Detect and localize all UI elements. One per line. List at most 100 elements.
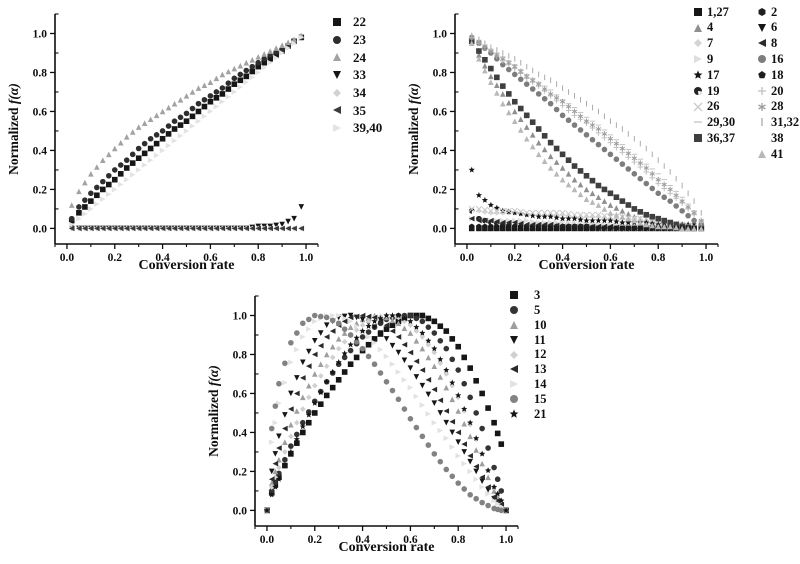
y-tick-label: 0.0	[33, 223, 48, 235]
legend-item-7: 7	[691, 36, 735, 52]
legend-label: 28	[771, 99, 784, 114]
legend-marker-square-icon	[510, 291, 518, 300]
x-tick-label: 1.0	[699, 252, 714, 264]
legend-label: 14	[534, 376, 547, 391]
legend-label: 26	[707, 99, 720, 114]
x-tick-label: 0.4	[555, 252, 570, 264]
legend-item-10: 10	[507, 318, 547, 333]
legend-item-34: 34	[330, 84, 382, 102]
legend-marker-circle-icon	[510, 306, 518, 315]
x-tick-label: 0.8	[651, 252, 666, 264]
y-tick-label: 1.0	[33, 28, 48, 40]
legend-label: 23	[353, 32, 366, 48]
legend-item-3: 3	[507, 288, 547, 303]
legend-item-38: 38	[755, 130, 799, 146]
legend-item-20: 20	[755, 83, 799, 99]
y-tick-label: 1.0	[433, 28, 448, 40]
legend-marker-asterisk-icon	[758, 102, 766, 111]
x-tick-label: 1.0	[499, 534, 514, 546]
legend-marker-square-icon	[694, 134, 702, 143]
y-tick-label: 1.0	[233, 310, 248, 322]
legend-label: 33	[353, 67, 366, 83]
y-tick-label: 0.2	[233, 466, 248, 478]
series-39,40	[68, 34, 305, 228]
legend-item-18: 18	[755, 67, 799, 83]
legend-item-8: 8	[755, 36, 799, 52]
legend-marker-triangle-up-icon	[510, 320, 518, 329]
x-axis-title: Conversion rate	[538, 258, 635, 273]
y-tick-label: 0.8	[33, 67, 48, 79]
legend-label: 19	[707, 83, 720, 98]
legend-item-41: 41	[755, 146, 799, 162]
legend-marker-triangle-left-icon	[510, 365, 518, 374]
legend-label: 11	[534, 332, 546, 347]
x-axis-title: Conversion rate	[338, 540, 435, 555]
legend-item-28: 28	[755, 99, 799, 115]
x-tick-label: 0.0	[60, 252, 75, 264]
series-11	[264, 312, 509, 514]
legend-marker-triangle-up-icon	[694, 23, 702, 32]
legend-label: 21	[534, 406, 547, 421]
series-10	[264, 312, 509, 514]
series-17	[468, 166, 705, 230]
legend-label: 1,27	[707, 4, 729, 19]
legend-marker-plus-icon	[758, 86, 766, 95]
series-41	[468, 40, 705, 232]
x-tick-label: 0.2	[108, 252, 123, 264]
series-15	[264, 312, 509, 514]
legend-label: 12	[534, 347, 547, 362]
x-tick-label: 1.0	[299, 252, 314, 264]
legend-item-9: 9	[691, 51, 735, 67]
legend-marker-hbar-icon	[694, 121, 702, 124]
legend-label: 29,30	[707, 115, 736, 130]
legend-label: 4	[707, 20, 714, 35]
legend-marker-triangle-up-icon	[333, 53, 341, 62]
legend-label: 39,40	[353, 120, 383, 136]
legend-marker-hexagon-icon	[758, 7, 766, 16]
legend-label: 38	[771, 131, 784, 146]
legend-label: 5	[534, 302, 541, 317]
x-tick-label: 0.2	[308, 534, 323, 546]
chart-top-left: Conversion rate Normalized f(α) 0.0 0.0 0.…	[0, 0, 400, 282]
legend-label: 22	[353, 14, 366, 30]
legend-item-15: 15	[507, 392, 547, 407]
plot-canvas: 0.0 0.0 0.2 0.2 0.4 0.4 0.6 0.6 0.8 0.8 1.0 1.0	[433, 13, 719, 264]
legend-column: 3 5 10 11 12 13 14 15 21	[507, 288, 547, 421]
legend-label: 2	[771, 4, 778, 19]
series-14	[264, 312, 509, 514]
series-24	[68, 32, 305, 208]
legend-label: 7	[707, 36, 714, 51]
legend-item-2: 2	[755, 4, 799, 20]
x-tick-label: 0.0	[260, 534, 275, 546]
chart-top-right: Conversion rate Normalized f(α) 0.0 0.0 0.…	[400, 0, 800, 282]
y-tick-label: 0.6	[433, 106, 448, 118]
legend-item-22: 22	[330, 13, 382, 31]
legend-marker-square-icon	[333, 17, 341, 26]
legend-item-17: 17	[691, 67, 735, 83]
y-tick-label: 0.2	[433, 184, 448, 196]
plot-canvas: 0.0 0.0 0.2 0.2 0.4 0.4 0.6 0.6 0.8 0.8 1.0 1.0	[233, 295, 519, 546]
legend-label: 41	[771, 146, 784, 161]
legend-label: 24	[353, 49, 366, 65]
legend-item-13: 13	[507, 362, 547, 377]
legend-label: 16	[771, 52, 784, 67]
legend-column: 1,27 4 7 9 17 19 26 29,30 36,37	[691, 4, 735, 146]
legend-label: 15	[534, 391, 547, 406]
x-tick-label: 0.4	[155, 252, 170, 264]
legend-label: 9	[707, 52, 714, 67]
legend-label: 35	[353, 102, 366, 118]
y-tick-label: 0.6	[33, 106, 48, 118]
series-13	[264, 312, 509, 514]
y-tick-label: 0.0	[433, 223, 448, 235]
legend-marker-cross-icon	[693, 102, 703, 112]
legend-marker-circle-icon	[510, 394, 518, 403]
legend-marker-vbar-icon	[761, 118, 763, 127]
x-tick-label: 0.6	[603, 252, 618, 264]
legend-marker-blank-icon	[755, 131, 769, 145]
legend-item-35: 35	[330, 101, 382, 119]
series-35	[68, 225, 305, 232]
legend-item-4: 4	[691, 20, 735, 36]
legend-item-11: 11	[507, 332, 547, 347]
legend-marker-triangle-right-icon	[510, 380, 518, 389]
series-28	[469, 34, 704, 224]
